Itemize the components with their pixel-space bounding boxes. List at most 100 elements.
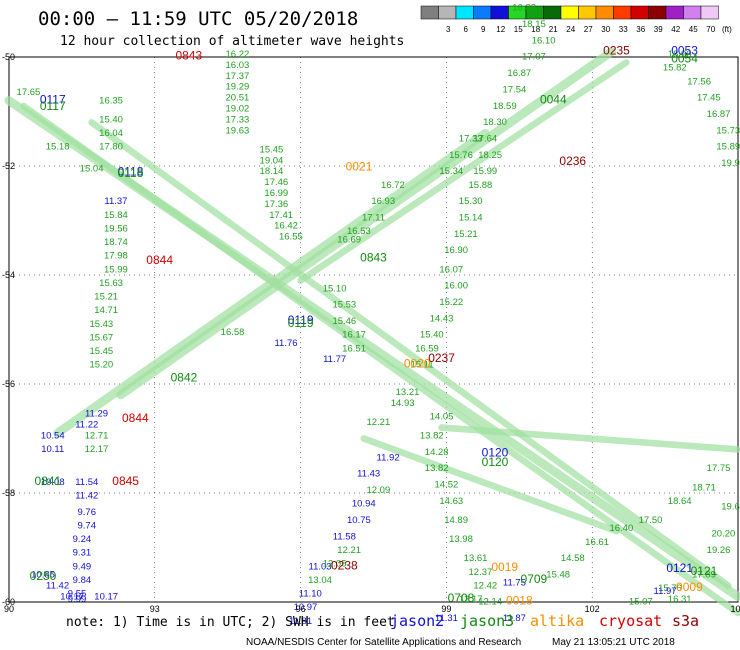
wave-height-value: 19.02 (226, 104, 250, 115)
wave-height-value: 14.63 (439, 496, 463, 507)
wave-height-value: 15.73 (716, 125, 740, 136)
wave-height-value: 14.05 (430, 411, 454, 422)
wave-height-value: 11.37 (104, 196, 127, 207)
legend-swatch (543, 5, 562, 20)
wave-height-value: 10.85 (31, 569, 55, 580)
wave-height-value: 17.07 (522, 52, 546, 63)
pass-time-label: 0843 (360, 250, 387, 264)
legend-label: 6 (464, 25, 469, 34)
legend-label: 42 (671, 25, 680, 34)
wave-height-value: 15.18 (46, 142, 70, 153)
pass-time-label: 0238 (331, 558, 358, 572)
satellite-track (360, 435, 620, 535)
wave-height-value: 11.42 (46, 580, 69, 591)
wave-height-value: 15.82 (663, 63, 687, 74)
wave-height-value: 19.29 (226, 82, 250, 93)
wave-height-value: 16.17 (342, 330, 366, 341)
wave-height-value: 14.28 (425, 447, 449, 458)
wave-height-value: 19.61 (721, 501, 740, 512)
wave-height-value: 12.17 (459, 594, 483, 605)
footer-note: note: 1) Time is in UTC; 2) SWH is in fe… (66, 615, 395, 630)
legend-swatch (683, 5, 702, 20)
wave-height-value: 17.98 (104, 251, 128, 262)
wave-height-value: 15.99 (473, 166, 497, 177)
wave-height-value: 16.93 (371, 196, 395, 207)
pass-time-label: 0019 (491, 560, 518, 574)
wave-height-value: 9.24 (73, 534, 92, 545)
satellite-track (438, 424, 740, 453)
satellite-legend-s3a: s3a (672, 612, 699, 630)
wave-height-value: 17.11 (362, 213, 385, 224)
wave-height-value: 17.56 (687, 76, 711, 87)
wave-height-value: 18.74 (104, 237, 128, 248)
wave-height-value: 16.42 (274, 221, 298, 232)
wave-height-value: 12.37 (469, 567, 493, 578)
wave-height-value: 15.99 (104, 264, 128, 275)
wave-height-value: 10.75 (347, 515, 371, 526)
pass-time-label: 0236 (559, 154, 586, 168)
wave-height-value: 16.59 (415, 343, 439, 354)
wave-height-value: 17.75 (707, 463, 731, 474)
wave-height-value: 11.03 (309, 561, 332, 572)
legend-label: 36 (636, 25, 645, 34)
wave-height-value: 15.40 (99, 114, 123, 125)
x-axis-ticks: 90 93 96 99 102 105 (4, 604, 740, 614)
satellite-legend-cryosat: cryosat (599, 612, 662, 630)
wave-height-value: 14.71 (94, 305, 118, 316)
satellite-legend-jason3: jason3 (460, 612, 514, 630)
wave-height-value: 17.54 (503, 84, 527, 95)
y-tick-label: -50 (2, 52, 15, 62)
y-tick-label: -56 (2, 379, 15, 389)
wave-height-value: 16.55 (279, 232, 303, 243)
wave-height-value: 12.17 (85, 444, 109, 455)
pass-time-label: 0117 (40, 92, 66, 106)
wave-height-value: 15.48 (546, 569, 570, 580)
satellite-legend-altika: altika (530, 612, 584, 630)
wave-height-value: 15.21 (94, 292, 118, 303)
wave-height-value: 15.76 (449, 150, 473, 161)
wave-height-value: 11.81 (289, 616, 312, 627)
wave-height-value: 16.04 (99, 128, 123, 139)
satellite-legend-jason2: jason2 (390, 612, 444, 630)
wave-height-value: 9.74 (78, 520, 97, 531)
wave-height-value: 18.30 (483, 117, 507, 128)
wave-height-value: 15.10 (323, 283, 347, 294)
pass-time-label: 0120 (482, 455, 509, 469)
wave-height-value: 13.04 (308, 575, 332, 586)
legend-swatch (578, 5, 597, 20)
wave-height-value: 13.82 (425, 463, 449, 474)
wave-height-value: 18.59 (493, 101, 517, 112)
wave-height-value: 20.20 (712, 529, 736, 540)
wave-height-value: 12.42 (473, 580, 497, 591)
wave-height-value: 12.14 (478, 597, 502, 608)
pass-time-label: 0021 (346, 159, 373, 173)
legend-label: 24 (566, 25, 575, 34)
wave-height-value: 12.71 (85, 431, 109, 442)
wave-height-value: 12.21 (337, 545, 361, 556)
wave-height-value: 17.89 (692, 569, 716, 580)
wave-height-value: 17.33 (226, 114, 250, 125)
wave-height-value: 14.58 (561, 553, 585, 564)
wave-height-value: 15.11 (411, 360, 434, 371)
wave-height-value: 12.09 (366, 485, 390, 496)
wave-height-value: 16.00 (444, 281, 468, 292)
pass-time-label: 0709 (521, 572, 548, 586)
wave-height-value: 15.89 (716, 142, 740, 153)
legend-swatch (473, 5, 492, 20)
wave-height-value: 11.43 (357, 469, 380, 480)
wave-height-value: 16.61 (585, 537, 609, 548)
pass-time-label: 0235 (603, 43, 630, 57)
wave-height-value: 16.90 (444, 245, 468, 256)
wave-height-value: 17.45 (697, 93, 721, 104)
wave-height-value: 16.88 (512, 3, 536, 14)
wave-height-value: 16.58 (221, 327, 245, 338)
pass-time-label: 0053 (671, 43, 698, 57)
wave-height-value: 16.72 (381, 180, 405, 191)
legend-swatch (665, 5, 684, 20)
wave-height-value: 9.99 (68, 594, 87, 605)
legend-unit: (ft) (722, 25, 732, 34)
wave-height-value: 15.04 (80, 163, 104, 174)
wave-height-value: 11.87 (503, 613, 526, 624)
legend-swatch (560, 5, 579, 20)
wave-height-value: 17.65 (17, 87, 41, 98)
